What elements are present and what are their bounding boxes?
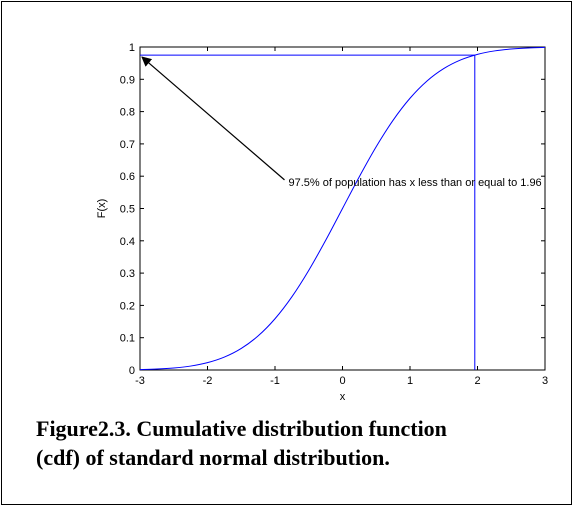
annotation-text: 97.5% of population has x less than or e…	[289, 177, 542, 189]
x-tick-label: 0	[339, 375, 345, 387]
x-tick-label: -2	[203, 375, 213, 387]
axis-ticks	[139, 46, 546, 371]
reference-lines	[140, 54, 476, 370]
x-tick-label: -1	[270, 375, 280, 387]
cdf-chart: -3 -2 -1 0 1 2 300.10.20.30.40.50.60.70.80.91 …	[96, 42, 548, 403]
y-tick-label: 0.8	[120, 107, 135, 119]
x-tick-label: 1	[407, 375, 413, 387]
y-tick-label: 0	[129, 365, 135, 377]
y-tick-label: 0.6	[120, 171, 135, 183]
y-tick-label: 0.3	[120, 268, 135, 280]
y-tick-label: 0.7	[120, 139, 135, 151]
x-tick-label: 3	[542, 375, 548, 387]
y-tick-label: 1	[129, 42, 135, 54]
y-tick-label: 0.9	[120, 74, 135, 86]
y-tick-label: 0.1	[120, 333, 135, 345]
x-tick-label: -3	[135, 375, 145, 387]
y-tick-label: 0.4	[120, 236, 135, 248]
x-tick-label: 2	[474, 375, 480, 387]
x-axis-label: x	[340, 391, 346, 403]
axis-tick-labels: -3 -2 -1 0 1 2 3 0 0.1 0.2 0.3 0.4 0.5 0.6 0.7 0.8 0.9 1	[120, 42, 548, 387]
caption-line-2: (cdf) of standard normal distribution.	[36, 445, 390, 470]
y-tick-label: 0.5	[120, 204, 135, 216]
y-tick-label: 0.2	[120, 300, 135, 312]
caption-line-1: Figure2.3. Cumulative distribution funct…	[36, 416, 447, 441]
figure-caption: Figure2.3. Cumulative distribution funct…	[36, 414, 556, 472]
y-axis-label: F(x)	[96, 199, 108, 219]
annotation-arrow	[141, 56, 285, 181]
cdf-series-line	[139, 46, 546, 371]
